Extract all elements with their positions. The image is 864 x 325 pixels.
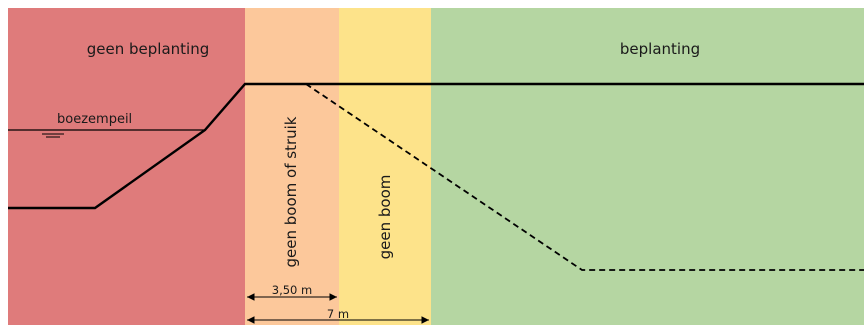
zone-label-no-planting: geen beplanting xyxy=(87,40,209,58)
dike-profile-line xyxy=(8,82,864,210)
zone-no-planting xyxy=(8,8,245,325)
left-margin xyxy=(0,0,8,325)
zone-label-no-tree: geen boom xyxy=(376,175,394,260)
zone-label-no-tree-or-shrub: geen boom of struik xyxy=(282,116,300,267)
zone-no-tree xyxy=(339,8,431,325)
water-level-label: boezempeil xyxy=(57,112,132,127)
dimension-label-outer: 7 m xyxy=(327,307,349,321)
dimension-label-inner: 3,50 m xyxy=(272,283,312,297)
zone-no-tree-or-shrub xyxy=(245,8,339,325)
water-level-symbol xyxy=(42,133,64,138)
zone-planting xyxy=(431,8,864,325)
dashed-boundary-line xyxy=(305,83,864,271)
zone-label-planting: beplanting xyxy=(620,40,700,58)
